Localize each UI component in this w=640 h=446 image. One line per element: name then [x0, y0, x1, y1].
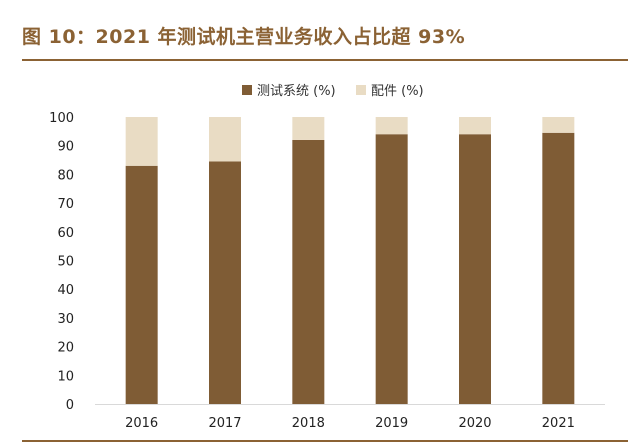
y-tick-label: 0: [66, 398, 74, 413]
y-tick-label: 100: [49, 111, 74, 126]
bar-parts: [459, 117, 491, 135]
x-tick-label: 2021: [542, 416, 575, 431]
bottom-divider: [22, 440, 628, 442]
x-tick-label: 2020: [458, 416, 491, 431]
bar-parts: [292, 117, 325, 140]
y-tick-label: 10: [57, 369, 74, 384]
bar-test-system: [209, 161, 241, 404]
x-axis: 2016 2017 2018 2019 2020 2021: [95, 404, 605, 431]
figure-header: 图 10：2021 年测试机主营业务收入占比超 93%: [0, 0, 640, 62]
bar-parts: [542, 117, 575, 133]
y-tick-label: 50: [57, 255, 74, 270]
y-tick-label: 40: [57, 283, 74, 298]
x-tick-label: 2018: [292, 416, 325, 431]
bars: [125, 117, 575, 404]
y-tick-label: 20: [57, 341, 74, 356]
legend-swatch-parts: [356, 85, 366, 95]
x-tick-label: 2017: [208, 416, 241, 431]
bar-test-system: [125, 165, 158, 404]
bar-test-system: [292, 139, 325, 404]
legend-swatch-test-system: [242, 85, 252, 95]
chart-legend: 测试系统 (%) 配件 (%): [242, 84, 424, 99]
y-tick-label: 70: [57, 197, 74, 212]
x-tick-label: 2019: [375, 416, 408, 431]
bar-test-system: [459, 134, 491, 404]
y-tick-label: 80: [57, 168, 74, 183]
title-divider: [22, 59, 628, 61]
y-tick-label: 90: [57, 140, 74, 155]
bar-parts: [125, 117, 158, 166]
y-tick-label: 30: [57, 312, 74, 327]
legend-label-parts: 配件 (%): [371, 84, 424, 99]
figure-title: 图 10：2021 年测试机主营业务收入占比超 93%: [22, 26, 466, 48]
bar-parts: [375, 117, 408, 135]
bar-test-system: [542, 132, 575, 404]
bar-test-system: [375, 134, 408, 404]
bar-parts: [209, 117, 241, 162]
x-tick-label: 2016: [125, 416, 158, 431]
y-tick-label: 60: [57, 226, 74, 241]
legend-label-test-system: 测试系统 (%): [257, 84, 336, 99]
y-axis: 0 10 20 30 40 50 60 70 80 90 100: [49, 111, 74, 413]
